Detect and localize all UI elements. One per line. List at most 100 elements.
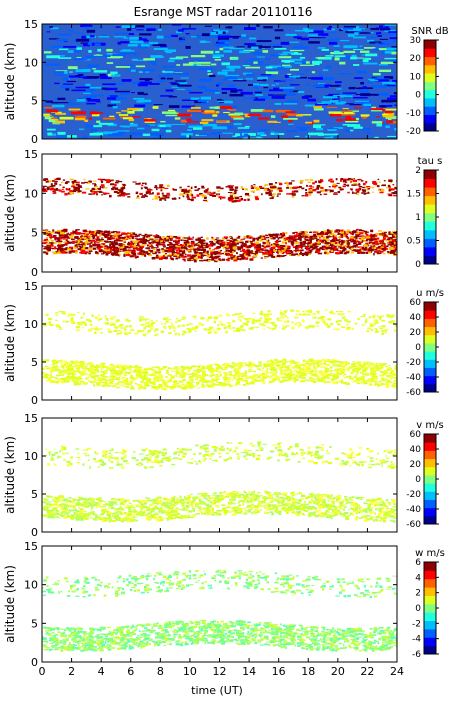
colorbar-swatch [424,48,436,58]
colorbar-tick-label: 30 [410,36,422,46]
y-tick-label: 15 [24,540,38,553]
panel-image [42,569,397,653]
colorbar-swatch [424,229,436,239]
colorbar-tick-label: 0 [415,260,421,270]
colorbar-swatch [424,204,436,214]
colorbar-tick-label: -6 [412,650,421,660]
x-tick-label: 22 [360,665,374,678]
colorbar-swatch [424,603,436,613]
colorbar-swatch [424,587,436,596]
colorbar-swatch [424,375,436,385]
colorbar-swatch [424,383,436,393]
colorbar-swatch [424,570,436,580]
colorbar-tick-label: 60 [410,430,422,440]
colorbar-swatch [424,97,436,107]
x-tick-label: 16 [272,665,286,678]
colorbar-swatch [424,255,436,265]
y-tick-label: 10 [24,56,38,69]
colorbar-swatch [424,40,436,49]
y-axis-label: altitude (km) [3,174,17,252]
y-tick-label: 5 [31,488,38,501]
y-axis-label: altitude (km) [3,304,17,382]
colorbar-frame [423,39,437,132]
colorbar-swatch [424,458,436,468]
colorbar-swatch [424,491,436,500]
colorbar-swatch [424,187,436,197]
colorbar-tick-label: 0 [415,91,421,101]
colorbar-label: u m/s [416,288,444,299]
colorbar-swatch [424,474,436,484]
colorbar-tick-label: -20 [406,490,421,500]
colorbar-label: w m/s [415,548,445,559]
y-tick-label: 5 [31,95,38,108]
colorbar-tick-label: 20 [410,328,422,338]
y-tick-label: 15 [24,412,38,425]
y-tick-label: 5 [31,227,38,240]
colorbar-swatch [424,483,436,492]
colorbar-swatch [424,367,436,377]
panel-image [42,177,397,263]
colorbar-swatch [424,628,436,638]
y-axis-label: altitude (km) [3,565,17,643]
colorbar-tick-label: 20 [410,460,422,470]
colorbar-tick-label: -40 [406,505,421,515]
colorbar-tick-label: 0.5 [407,237,421,247]
colorbar-tick-label: 40 [410,313,422,323]
panel-image [42,24,397,139]
colorbar-swatch [424,195,436,205]
colorbar-tick-label: -40 [406,373,421,383]
colorbar-tick-label: 10 [410,72,422,82]
chart-title: Esrange MST radar 20110116 [134,5,313,19]
colorbar-swatch [424,326,436,336]
x-axis-label: time (UT) [191,684,243,697]
colorbar-tick-label: 6 [415,558,421,568]
y-tick-label: 10 [24,579,38,592]
colorbar-swatch [424,246,436,256]
colorbar-tick-label: -2 [412,619,421,629]
y-tick-label: 0 [31,394,38,407]
x-tick-label: 12 [213,665,227,678]
y-axis-label: altitude (km) [3,43,17,121]
y-tick-label: 10 [24,450,38,463]
x-tick-label: 6 [127,665,134,678]
colorbar-swatch [424,507,436,517]
y-tick-label: 0 [31,266,38,279]
colorbar-swatch [424,450,436,460]
colorbar-swatch [424,351,436,360]
y-axis-label: altitude (km) [3,436,17,514]
x-tick-label: 10 [183,665,197,678]
colorbar-swatch [424,334,436,344]
colorbar-tick-label: -20 [406,358,421,368]
colorbar-swatch [424,434,436,443]
colorbar-swatch [424,620,436,630]
y-tick-label: 15 [24,280,38,293]
colorbar-tick-label: 1.5 [407,190,421,200]
colorbar-tick-label: 2 [415,589,421,599]
panel-image [42,309,397,391]
colorbar-swatch [424,64,436,74]
colorbar-swatch [424,637,436,647]
colorbar-swatch [424,122,436,132]
y-tick-label: 15 [24,148,38,161]
colorbar-swatch [424,73,436,82]
colorbar-tick-label: 40 [410,445,422,455]
colorbar-swatch [424,106,436,115]
colorbar-swatch [424,342,436,352]
x-tick-label: 4 [98,665,105,678]
y-tick-label: 0 [31,656,38,669]
colorbar-tick-label: 20 [410,54,422,64]
x-tick-label: 8 [157,665,164,678]
colorbar-tick-label: 0 [415,604,421,614]
colorbar-tick-label: -60 [406,520,421,530]
colorbar-swatch [424,221,436,231]
colorbar-tick-label: 1 [415,213,421,223]
colorbar-label: tau s [418,156,443,167]
colorbar-swatch [424,442,436,451]
x-tick-label: 14 [242,665,256,678]
colorbar-tick-label: 0 [415,343,421,353]
colorbar-tick-label: -20 [406,127,421,137]
colorbar-swatch [424,302,436,311]
